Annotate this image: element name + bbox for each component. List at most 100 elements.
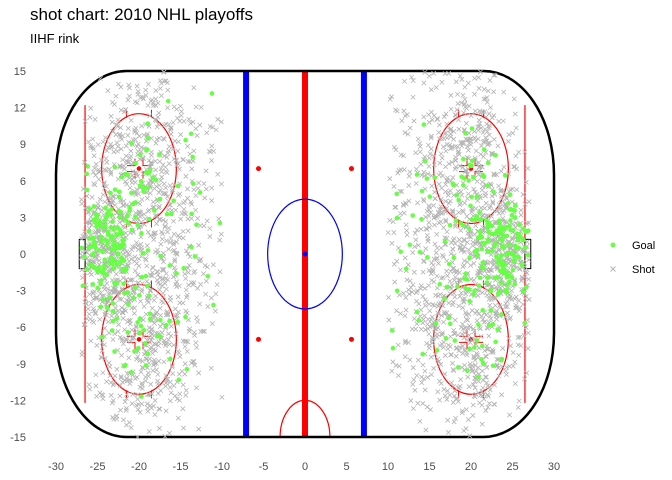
goal-point — [171, 198, 176, 203]
shot-point — [447, 198, 453, 204]
shot-point — [457, 245, 463, 251]
goal-point — [450, 181, 456, 186]
shot-point — [424, 226, 430, 232]
shot-point — [468, 113, 474, 119]
shot-point — [460, 209, 466, 215]
shot-point — [409, 289, 415, 295]
goal-point — [447, 222, 453, 228]
shot-point — [148, 272, 154, 278]
shot-point — [126, 355, 132, 361]
shot-point — [149, 270, 155, 276]
shot-point — [120, 251, 126, 257]
shot-point — [472, 135, 478, 141]
shot-point — [185, 251, 191, 257]
shot-point — [163, 373, 169, 379]
goal-point — [420, 351, 426, 357]
shot-point — [186, 328, 192, 334]
shot-point — [184, 186, 190, 192]
shot-point — [526, 199, 532, 205]
shot-point — [142, 256, 148, 262]
shot-point — [156, 110, 162, 116]
goal-point — [104, 242, 110, 248]
goal-point — [109, 236, 114, 241]
shot-point — [149, 335, 155, 341]
shot-point — [209, 321, 215, 327]
shot-point — [96, 176, 102, 182]
shot-point — [172, 256, 178, 262]
shot-point — [428, 271, 434, 277]
shot-point — [500, 118, 506, 124]
goal-point — [398, 249, 404, 255]
shot-point — [489, 267, 495, 273]
shot-point — [135, 141, 141, 147]
shot-point — [132, 129, 138, 135]
shot-point — [82, 205, 88, 211]
shot-point — [485, 383, 491, 389]
shot-point — [435, 260, 441, 266]
shot-point — [490, 347, 495, 353]
shot-point — [466, 384, 472, 390]
shot-point — [454, 270, 460, 276]
shot-point — [504, 196, 510, 202]
goal-point — [94, 224, 99, 229]
shot-point — [478, 151, 484, 157]
shot-point — [153, 87, 159, 93]
shot-point — [439, 332, 445, 338]
shot-point — [201, 181, 207, 187]
shot-point — [163, 191, 169, 197]
goal-point — [456, 365, 461, 370]
shot-point — [439, 302, 444, 308]
goal-point — [477, 275, 483, 281]
shot-point — [460, 326, 466, 332]
shot-point — [410, 381, 416, 387]
goal-point — [98, 269, 103, 274]
shot-point — [523, 179, 529, 185]
shot-point — [439, 79, 445, 85]
shot-point — [165, 349, 171, 355]
goal-point — [493, 231, 498, 237]
shot-point — [152, 412, 158, 418]
shot-point — [453, 154, 459, 160]
shot-point — [192, 362, 198, 368]
shot-point — [395, 342, 401, 348]
shot-point — [409, 74, 415, 80]
shot-point — [163, 185, 169, 191]
shot-point — [105, 286, 111, 292]
shot-point — [402, 78, 407, 84]
shot-point — [167, 202, 173, 208]
shot-point — [422, 303, 428, 309]
shot-point — [521, 333, 527, 339]
shot-point — [474, 350, 480, 356]
shot-point — [476, 172, 482, 178]
shot-point — [193, 126, 199, 132]
shot-point — [177, 391, 183, 397]
shot-point — [129, 305, 135, 311]
shot-point — [462, 200, 468, 206]
shot-point — [435, 389, 441, 395]
shot-point — [415, 242, 421, 248]
shot-point — [121, 198, 127, 204]
shot-point — [423, 427, 429, 433]
shot-point — [389, 94, 395, 100]
goal-point — [157, 152, 162, 157]
shot-point — [418, 283, 424, 289]
shot-point — [500, 218, 506, 224]
goal-point — [118, 259, 124, 265]
shot-point — [462, 325, 468, 331]
goal-point — [132, 285, 138, 291]
shot-point — [100, 192, 106, 198]
goal-point — [394, 288, 400, 294]
shot-point — [139, 358, 145, 364]
shot-point — [135, 407, 141, 413]
goal-point — [108, 190, 113, 196]
shot-point — [122, 109, 128, 115]
shot-point — [180, 157, 186, 163]
goal-point — [444, 284, 450, 290]
goal-point — [123, 171, 129, 177]
shot-point — [512, 381, 518, 387]
shot-point — [441, 225, 447, 231]
goal-point — [86, 246, 92, 251]
shot-point — [173, 207, 179, 213]
goal-point — [118, 244, 124, 250]
shot-point — [455, 91, 460, 97]
